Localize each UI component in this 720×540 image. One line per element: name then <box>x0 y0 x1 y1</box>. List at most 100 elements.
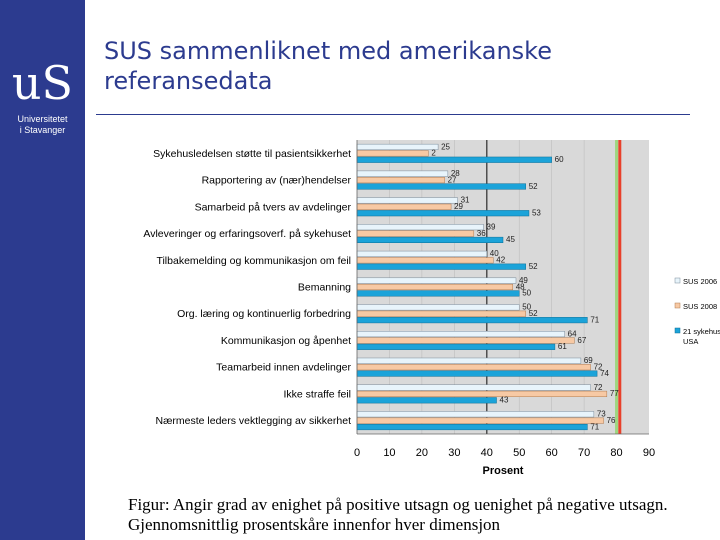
bar <box>356 370 598 377</box>
slide-title: SUS sammenliknet med amerikanske referan… <box>104 37 552 95</box>
bar <box>356 397 497 404</box>
university-logo: uS Universitetet i Stavanger <box>0 58 85 136</box>
bar <box>356 290 520 297</box>
value-label: 71 <box>590 315 599 324</box>
value-label: 67 <box>577 336 586 345</box>
value-label: 28 <box>451 169 460 178</box>
value-label: 72 <box>594 383 603 392</box>
category-label: Org. læring og kontinuerlig forbedring <box>177 308 351 320</box>
category-label: Kommunikasjon og åpenhet <box>221 335 351 347</box>
category-label: Avleveringer og erfaringsoverf. på sykeh… <box>143 228 351 240</box>
x-tick-label: 70 <box>578 447 590 459</box>
value-label: 74 <box>600 369 609 378</box>
value-label: 73 <box>597 410 606 419</box>
figure-caption: Figur: Angir grad av enighet på positive… <box>128 495 668 534</box>
value-label: 72 <box>594 362 603 371</box>
value-label: 40 <box>490 249 499 258</box>
logo-name-line1: Universitetet <box>17 114 68 124</box>
value-label: 52 <box>529 262 538 271</box>
value-label: 43 <box>500 396 509 405</box>
bar <box>356 150 429 157</box>
legend-swatch <box>674 277 681 284</box>
bar <box>356 156 552 163</box>
category-label: Nærmeste leders vektlegging av sikkerhet <box>155 415 351 427</box>
legend-swatch <box>674 302 681 309</box>
value-label: 27 <box>448 175 457 184</box>
bar <box>356 337 575 344</box>
bar <box>356 390 608 397</box>
value-label: 48 <box>516 282 525 291</box>
bar <box>356 250 488 257</box>
bar <box>356 310 526 317</box>
bar <box>356 210 530 217</box>
bar <box>356 417 604 424</box>
bar <box>356 343 556 350</box>
value-label: 53 <box>532 209 541 218</box>
legend-entry: 21 sykehus USA <box>683 327 720 346</box>
logo-name-line2: i Stavanger <box>19 125 66 135</box>
x-axis-label: Prosent <box>483 465 524 477</box>
value-label: 52 <box>529 182 538 191</box>
category-label: Sykehusledelsen støtte til pasientsikker… <box>153 148 351 160</box>
value-label: 36 <box>477 229 486 238</box>
bar <box>356 411 595 418</box>
bar <box>356 357 582 364</box>
value-label: 29 <box>454 202 463 211</box>
value-label: 49 <box>519 276 528 285</box>
title-divider <box>96 114 690 115</box>
bar <box>356 263 526 270</box>
legend-swatch <box>674 327 681 334</box>
bar <box>356 170 449 177</box>
category-label: Samarbeid på tvers av avdelinger <box>195 201 352 213</box>
bar <box>356 317 588 324</box>
category-label: Tilbakemelding og kommunikasjon om feil <box>156 255 351 267</box>
bar <box>356 203 452 210</box>
x-tick-label: 40 <box>481 447 493 459</box>
x-tick-label: 50 <box>513 447 525 459</box>
x-tick-label: 20 <box>416 447 428 459</box>
value-label: 45 <box>506 235 515 244</box>
value-label: 50 <box>522 289 531 298</box>
category-label: Rapportering av (nær)hendelser <box>202 175 352 187</box>
bar <box>356 177 445 184</box>
legend-entry: SUS 2008 <box>683 302 717 311</box>
bar <box>356 364 591 371</box>
bar <box>356 277 517 284</box>
value-label: 64 <box>568 329 577 338</box>
value-label: 77 <box>610 389 619 398</box>
bar <box>356 224 484 231</box>
bar <box>356 304 520 311</box>
x-tick-label: 0 <box>354 447 360 459</box>
x-tick-label: 90 <box>643 447 655 459</box>
bar <box>356 384 591 391</box>
bar <box>356 423 588 431</box>
value-label: 69 <box>584 356 593 365</box>
value-label: 25 <box>441 142 450 151</box>
x-tick-label: 80 <box>610 447 622 459</box>
bar <box>356 143 439 151</box>
value-label: 31 <box>461 196 470 205</box>
value-label: 61 <box>558 342 567 351</box>
bar <box>356 331 565 338</box>
value-label: 60 <box>555 155 564 164</box>
category-label: Bemanning <box>298 282 351 294</box>
value-label: 42 <box>496 256 505 265</box>
value-label: 39 <box>487 222 496 231</box>
value-label: 76 <box>607 416 616 425</box>
bar <box>356 257 494 264</box>
legend-entry: SUS 2006 <box>683 277 717 286</box>
bar <box>356 283 513 291</box>
bar <box>356 197 458 204</box>
category-label: Ikke straffe feil <box>283 388 351 400</box>
x-tick-label: 10 <box>383 447 395 459</box>
bar <box>356 230 475 237</box>
value-label: 2 <box>431 149 436 158</box>
logo-mark: uS <box>11 56 74 110</box>
bar-chart: Sykehusledelsen støtte til pasientsikker… <box>143 140 720 477</box>
bar <box>356 236 504 243</box>
x-tick-label: 60 <box>546 447 558 459</box>
bar <box>356 183 526 190</box>
value-label: 71 <box>590 422 599 431</box>
value-label: 50 <box>522 303 531 312</box>
brand-sidebar: uS Universitetet i Stavanger <box>0 0 85 540</box>
